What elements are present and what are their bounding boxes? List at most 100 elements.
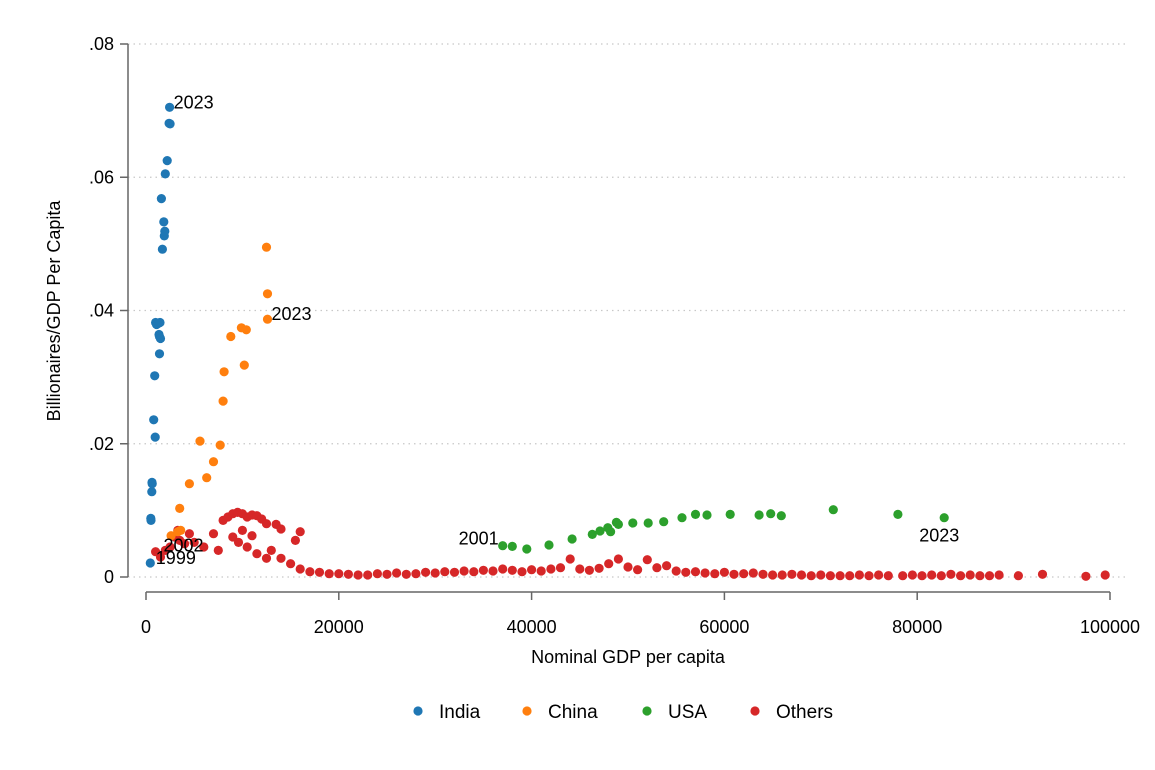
point-others: [478, 565, 488, 575]
point-others: [796, 570, 807, 580]
point-others: [247, 531, 257, 541]
point-usa: [613, 519, 624, 530]
x-axis-ticks: 0 20000 40000 60000 80000 100000: [141, 592, 1140, 637]
point-others: [155, 552, 166, 562]
point-others: [527, 565, 537, 575]
point-india: [159, 217, 169, 227]
point-others: [700, 568, 710, 578]
point-others: [295, 564, 305, 574]
point-usa: [628, 518, 638, 528]
point-others: [266, 545, 276, 556]
point-india: [165, 119, 175, 129]
point-others: [180, 539, 190, 549]
point-others: [642, 555, 652, 565]
point-india: [160, 226, 170, 236]
point-others: [719, 567, 730, 577]
point-others: [276, 524, 286, 534]
point-india: [147, 479, 157, 489]
data-points: [145, 102, 1110, 581]
point-usa: [766, 509, 776, 519]
point-india: [165, 102, 175, 112]
point-others: [816, 570, 826, 580]
point-others: [565, 554, 575, 564]
point-others: [363, 570, 373, 580]
point-usa: [643, 518, 653, 528]
point-india: [162, 156, 172, 166]
point-others: [228, 532, 238, 542]
point-others: [401, 569, 411, 579]
point-others: [242, 542, 252, 552]
point-india: [156, 194, 166, 204]
point-usa: [702, 510, 712, 520]
point-others: [710, 569, 720, 579]
legend-marker-usa: [642, 706, 652, 716]
point-others: [994, 570, 1004, 580]
point-china: [202, 473, 212, 483]
point-others: [353, 570, 363, 580]
point-india: [154, 349, 165, 359]
point-others: [507, 565, 517, 575]
point-others: [440, 567, 450, 577]
point-usa: [587, 529, 597, 540]
point-usa: [939, 513, 949, 523]
point-others: [956, 571, 966, 581]
point-label: 2023: [174, 92, 214, 112]
point-others: [633, 565, 643, 575]
point-others: [671, 566, 681, 576]
point-others: [199, 542, 209, 552]
y-tick-label: 0: [104, 567, 114, 587]
legend-label-india: India: [439, 702, 481, 723]
point-others: [449, 567, 460, 577]
point-usa: [567, 534, 577, 544]
point-others: [575, 564, 585, 574]
point-india: [149, 415, 159, 425]
point-others: [883, 571, 893, 581]
legend: India China USA Others: [413, 702, 833, 723]
legend-marker-india: [413, 706, 423, 716]
point-others: [305, 567, 315, 577]
point-others: [261, 519, 272, 529]
point-india: [160, 169, 170, 179]
point-others: [184, 529, 194, 539]
point-others: [233, 537, 244, 548]
point-others: [208, 529, 219, 539]
point-others: [845, 571, 855, 581]
point-india: [145, 558, 155, 568]
point-usa: [690, 509, 701, 519]
point-others: [898, 571, 908, 581]
point-usa: [725, 509, 735, 519]
point-china: [262, 314, 273, 324]
point-others: [927, 570, 937, 580]
point-others: [758, 569, 768, 579]
point-others: [594, 563, 604, 573]
point-others: [546, 564, 556, 574]
point-china: [208, 457, 219, 467]
legend-label-others: Others: [776, 702, 833, 723]
y-tick-label: .08: [89, 34, 114, 54]
point-others: [604, 559, 614, 569]
point-china: [175, 503, 185, 513]
point-usa: [498, 541, 508, 551]
point-china: [215, 440, 225, 450]
y-axis-title: Billionaires/GDP Per Capita: [44, 200, 64, 422]
point-china: [226, 331, 236, 342]
legend-marker-others: [750, 706, 760, 716]
point-others: [382, 569, 392, 579]
point-india: [150, 432, 160, 442]
point-others: [652, 563, 662, 573]
point-others: [290, 535, 300, 546]
point-others: [946, 569, 956, 579]
point-others: [965, 570, 975, 580]
point-others: [787, 569, 797, 579]
y-tick-label: .02: [89, 434, 114, 454]
point-others: [334, 569, 344, 579]
point-china: [218, 396, 228, 406]
point-china: [166, 531, 176, 541]
point-china: [261, 242, 272, 252]
point-others: [907, 570, 918, 580]
point-others: [488, 566, 498, 576]
x-axis-title: Nominal GDP per capita: [531, 647, 726, 667]
point-india: [146, 515, 156, 526]
